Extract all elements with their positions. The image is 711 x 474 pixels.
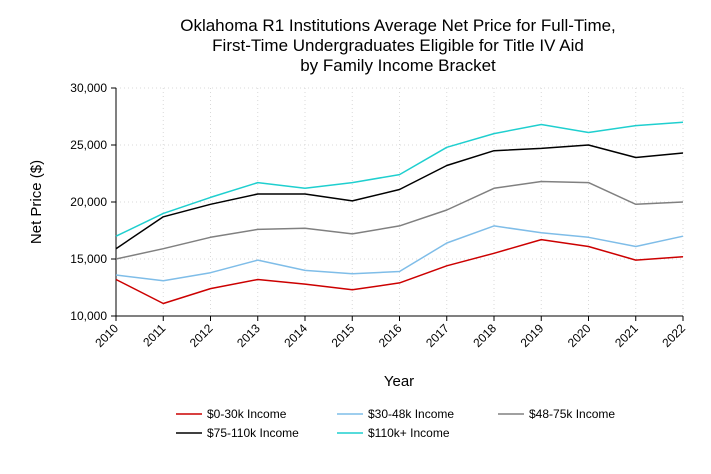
y-tick-label-20000: 20,000 [70,195,107,209]
x-tick-label-2017: 2017 [423,321,452,350]
x-tick-label-2015: 2015 [329,321,358,350]
x-tick-label-2019: 2019 [518,321,547,350]
legend-item-0: $0-30k Income [176,407,287,421]
x-axis-label: Year [384,373,414,390]
chart-title-line-2: First-Time Undergraduates Eligible for T… [212,36,584,55]
x-tick-label-2014: 2014 [281,321,310,350]
legend-item-4: $110k+ Income [337,426,450,440]
legend-item-1: $30-48k Income [337,407,454,421]
legend-label-4: $110k+ Income [368,426,450,440]
legend-item-2: $48-75k Income [498,407,615,421]
x-tick-label-2020: 2020 [565,321,594,350]
series-line-1 [115,225,684,282]
x-tick-label-2021: 2021 [612,321,641,350]
legend: $0-30k Income $30-48k Income $48-75k Incom… [176,407,615,440]
gridlines [115,87,684,317]
legend-label-1: $30-48k Income [368,407,454,421]
x-tick-label-2010: 2010 [92,321,121,350]
series-line-3 [115,144,684,250]
y-axis-label: Net Price ($) [28,160,45,244]
x-tick-label-2022: 2022 [659,321,688,350]
legend-label-2: $48-75k Income [529,407,615,421]
x-tick-label-2018: 2018 [470,321,499,350]
legend-item-3: $75-110k Income [176,426,299,440]
legend-label-0: $0-30k Income [207,407,287,421]
series-lines [115,121,684,305]
y-tick-label-30000: 30,000 [70,81,107,95]
legend-label-3: $75-110k Income [207,426,299,440]
x-tick-label-2016: 2016 [376,321,405,350]
x-tick-label-2013: 2013 [234,321,263,350]
chart-title-line-1: Oklahoma R1 Institutions Average Net Pri… [180,16,616,35]
series-line-4 [115,121,684,237]
x-tick-label-2011: 2011 [140,321,168,349]
y-tick-label-25000: 25,000 [70,138,107,152]
chart-title: Oklahoma R1 Institutions Average Net Pri… [180,16,616,75]
y-tick-label-10000: 10,000 [70,309,107,323]
series-line-2 [115,180,684,260]
series-line-0 [115,238,684,305]
x-tick-label-2012: 2012 [187,321,216,350]
y-tick-label-15000: 15,000 [70,252,107,266]
chart-title-line-3: by Family Income Bracket [300,56,496,75]
axes: 10,000 15,000 20,000 25,000 30,000 2010 2011 20… [70,81,688,350]
